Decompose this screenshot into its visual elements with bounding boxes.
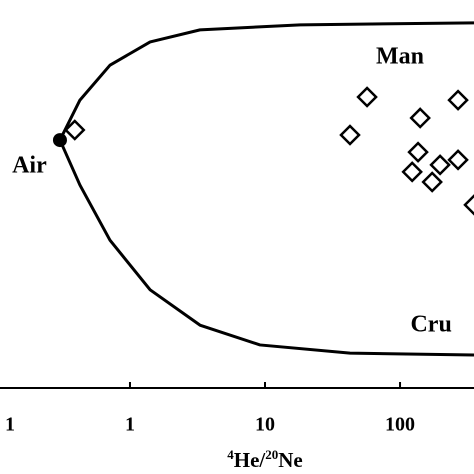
x-tick-label: 100 xyxy=(385,414,415,436)
data-point xyxy=(447,149,469,171)
data-point xyxy=(463,194,474,216)
data-point xyxy=(421,171,443,193)
data-point xyxy=(447,89,469,111)
x-axis-label: 4He/20Ne xyxy=(227,447,303,472)
label-part: He/ xyxy=(234,448,267,472)
data-point xyxy=(409,107,431,129)
data-point xyxy=(339,124,361,146)
x-tick-label: 1 xyxy=(125,414,135,436)
superscript: 20 xyxy=(265,447,278,462)
annotation: Man xyxy=(376,44,424,70)
annotation: Cru xyxy=(410,311,451,337)
mixing-curve xyxy=(58,21,474,141)
data-point xyxy=(401,161,423,183)
label-part: Ne xyxy=(278,448,303,472)
data-point xyxy=(407,141,429,163)
data-point xyxy=(356,86,378,108)
x-tick-label: 10 xyxy=(255,414,275,436)
superscript: 4 xyxy=(227,447,234,462)
data-point xyxy=(429,154,451,176)
air-point xyxy=(52,133,67,148)
annotation: Air xyxy=(12,152,47,178)
x-tick-label: 1 xyxy=(5,414,15,436)
data-point xyxy=(63,119,86,141)
mixing-curve xyxy=(58,139,474,357)
